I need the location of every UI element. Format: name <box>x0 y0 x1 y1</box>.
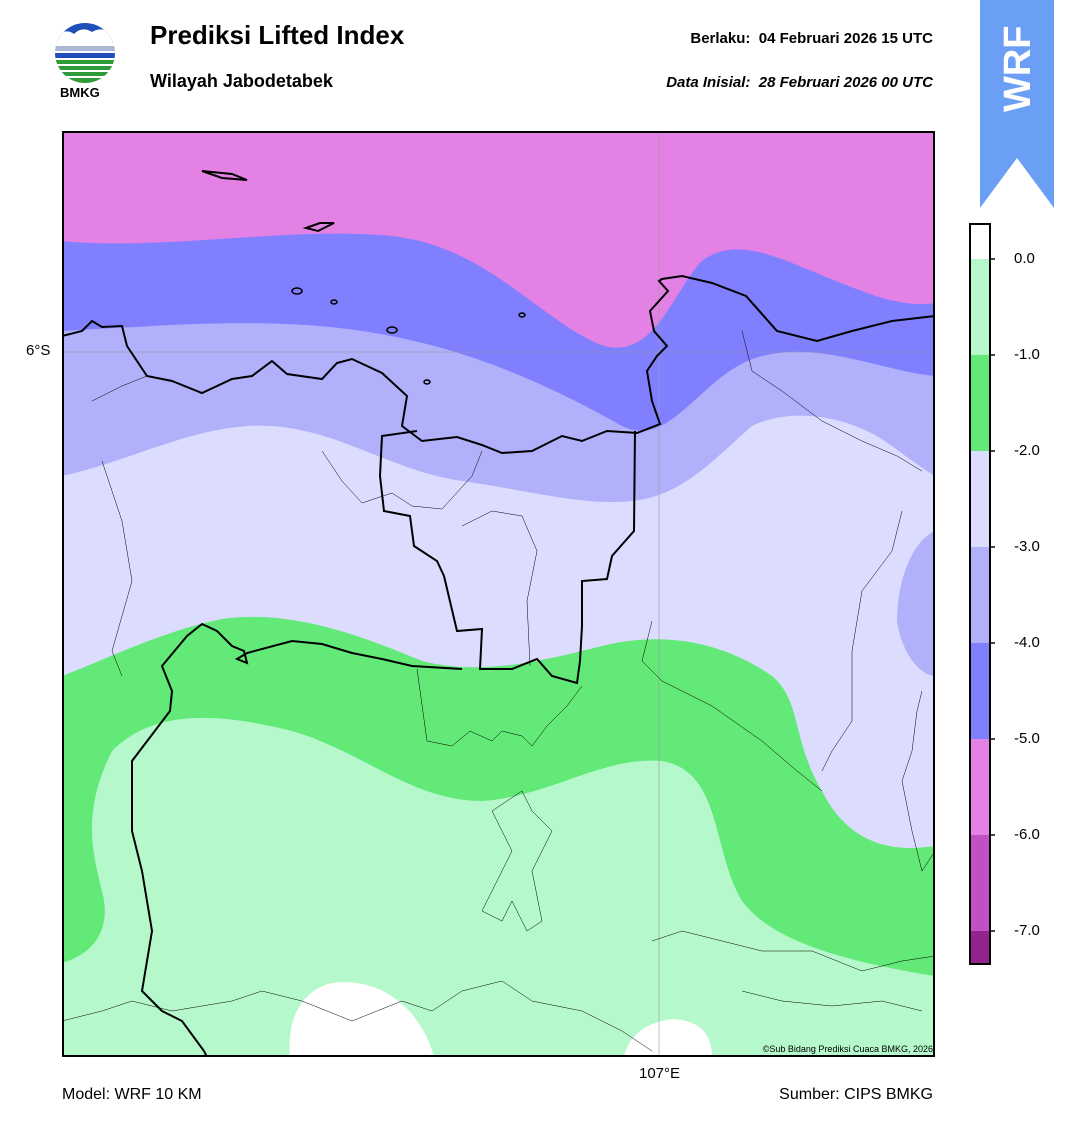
colorbar-tick-label: -4.0 <box>1014 634 1040 651</box>
latitude-label: 6°S <box>26 342 51 359</box>
contour-band-lightblue-blob <box>897 531 935 676</box>
colorbar-tick-label: -3.0 <box>1014 538 1040 555</box>
init-time: Data Inisial: 28 Februari 2026 00 UTC <box>666 74 933 91</box>
district-border <box>62 330 935 1052</box>
valid-time-label: Berlaku: <box>690 30 751 47</box>
island <box>386 326 398 334</box>
colorbar-segment <box>970 931 990 964</box>
logo-text: BMKG <box>60 85 100 100</box>
init-time-label: Data Inisial: <box>666 74 751 91</box>
contour-band-white <box>289 982 434 1057</box>
island <box>330 299 338 305</box>
bmkg-logo-icon <box>55 23 115 83</box>
island <box>518 312 526 318</box>
colorbar-segment <box>970 451 990 547</box>
province-border <box>378 430 636 685</box>
province-border-west <box>131 622 463 1057</box>
model-label: Model: WRF 10 KM <box>62 1086 202 1103</box>
island <box>423 379 431 385</box>
contour-band-palegreen <box>62 717 935 1057</box>
colorbar-tick-label: 0.0 <box>1014 250 1035 267</box>
page-subtitle: Wilayah Jabodetabek <box>150 71 333 91</box>
init-time-value: 28 Februari 2026 00 UTC <box>758 74 933 91</box>
colorbar-segment <box>970 547 990 643</box>
island <box>302 222 335 233</box>
valid-time: Berlaku: 04 Februari 2026 15 UTC <box>690 30 933 47</box>
coastline <box>62 274 935 455</box>
longitude-label: 107°E <box>639 1065 681 1082</box>
colorbar-segment <box>970 739 990 835</box>
colorbar-tick-label: -6.0 <box>1014 826 1040 843</box>
valid-time-value: 04 Februari 2026 15 UTC <box>758 30 933 47</box>
colorbar-segment <box>970 259 990 355</box>
colorbar-segment <box>970 355 990 451</box>
map-credit: ©Sub Bidang Prediksi Cuaca BMKG, 2026 <box>762 1044 933 1054</box>
lifted-index-map <box>62 131 935 1057</box>
colorbar-tick-label: -5.0 <box>1014 730 1040 747</box>
up-arrow-icon <box>980 0 1054 208</box>
island <box>201 170 248 181</box>
colorbar-tick-label: -2.0 <box>1014 442 1040 459</box>
map-frame <box>62 131 935 1057</box>
page-title: Prediksi Lifted Index <box>150 20 405 50</box>
wrf-badge: WRF <box>980 0 1054 208</box>
colorbar <box>969 223 995 965</box>
colorbar-frame <box>969 223 991 965</box>
colorbar-segment <box>970 643 990 739</box>
wrf-badge-text: WRF <box>997 25 1039 112</box>
contour-band-white-2 <box>624 1019 712 1057</box>
colorbar-tick-label: -7.0 <box>1014 922 1040 939</box>
source-label: Sumber: CIPS BMKG <box>779 1086 933 1103</box>
colorbar-segment <box>970 224 990 259</box>
colorbar-segment <box>970 835 990 931</box>
island <box>291 287 303 295</box>
colorbar-tick-label: -1.0 <box>1014 346 1040 363</box>
